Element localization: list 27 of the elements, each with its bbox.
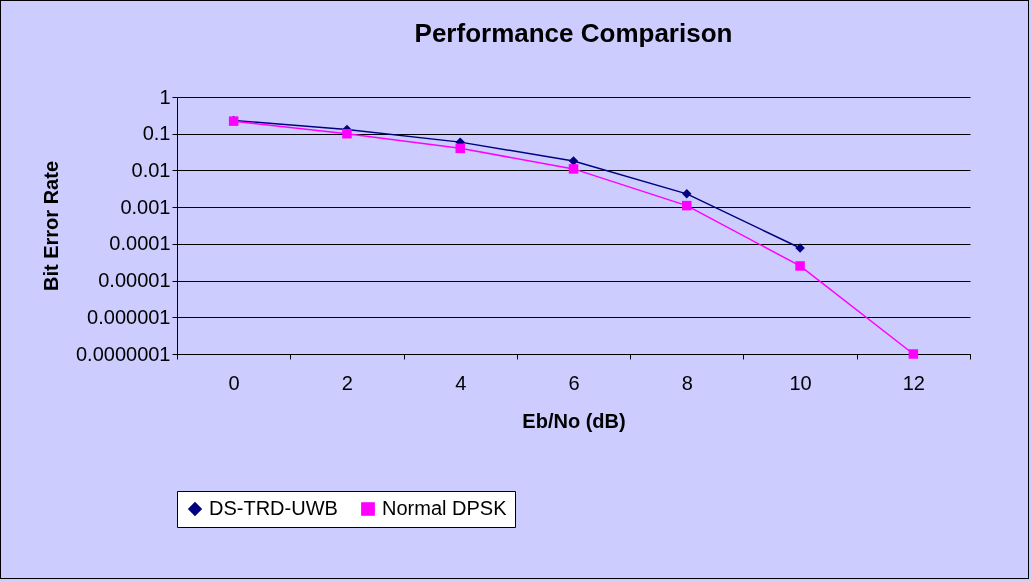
x-tick-label: 0 xyxy=(228,371,240,394)
y-axis-title: Bit Error Rate xyxy=(39,160,62,292)
y-tick-label: 0.00001 xyxy=(98,269,171,292)
legend-label: DS-TRD-UWB xyxy=(209,497,338,519)
y-tick-label: 1 xyxy=(159,85,171,108)
point xyxy=(908,349,919,359)
x-axis-title: Eb/No (dB) xyxy=(522,409,626,432)
point xyxy=(682,200,692,211)
x-tick-label: 6 xyxy=(568,371,580,394)
x-tick-label: 4 xyxy=(455,371,467,394)
y-tick-label: 0.001 xyxy=(120,195,171,218)
y-tick-label: 0.0001 xyxy=(109,232,171,255)
chart-title: Performance Comparison xyxy=(414,18,733,48)
point xyxy=(455,143,465,154)
point xyxy=(682,189,692,199)
point xyxy=(568,164,579,174)
y-tick-label: 0.000001 xyxy=(87,305,171,328)
point xyxy=(342,128,352,139)
y-tick-label: 0.0000001 xyxy=(75,342,171,365)
x-tick-label: 12 xyxy=(902,371,925,394)
y-tick-label: 0.01 xyxy=(131,158,171,181)
point xyxy=(795,261,805,271)
legend-label: Normal DPSK xyxy=(382,497,508,519)
y-tick-label: 0.1 xyxy=(142,122,171,145)
x-tick-label: 10 xyxy=(789,371,812,394)
x-tick-label: 8 xyxy=(681,371,693,394)
x-tick-label: 2 xyxy=(341,371,353,394)
